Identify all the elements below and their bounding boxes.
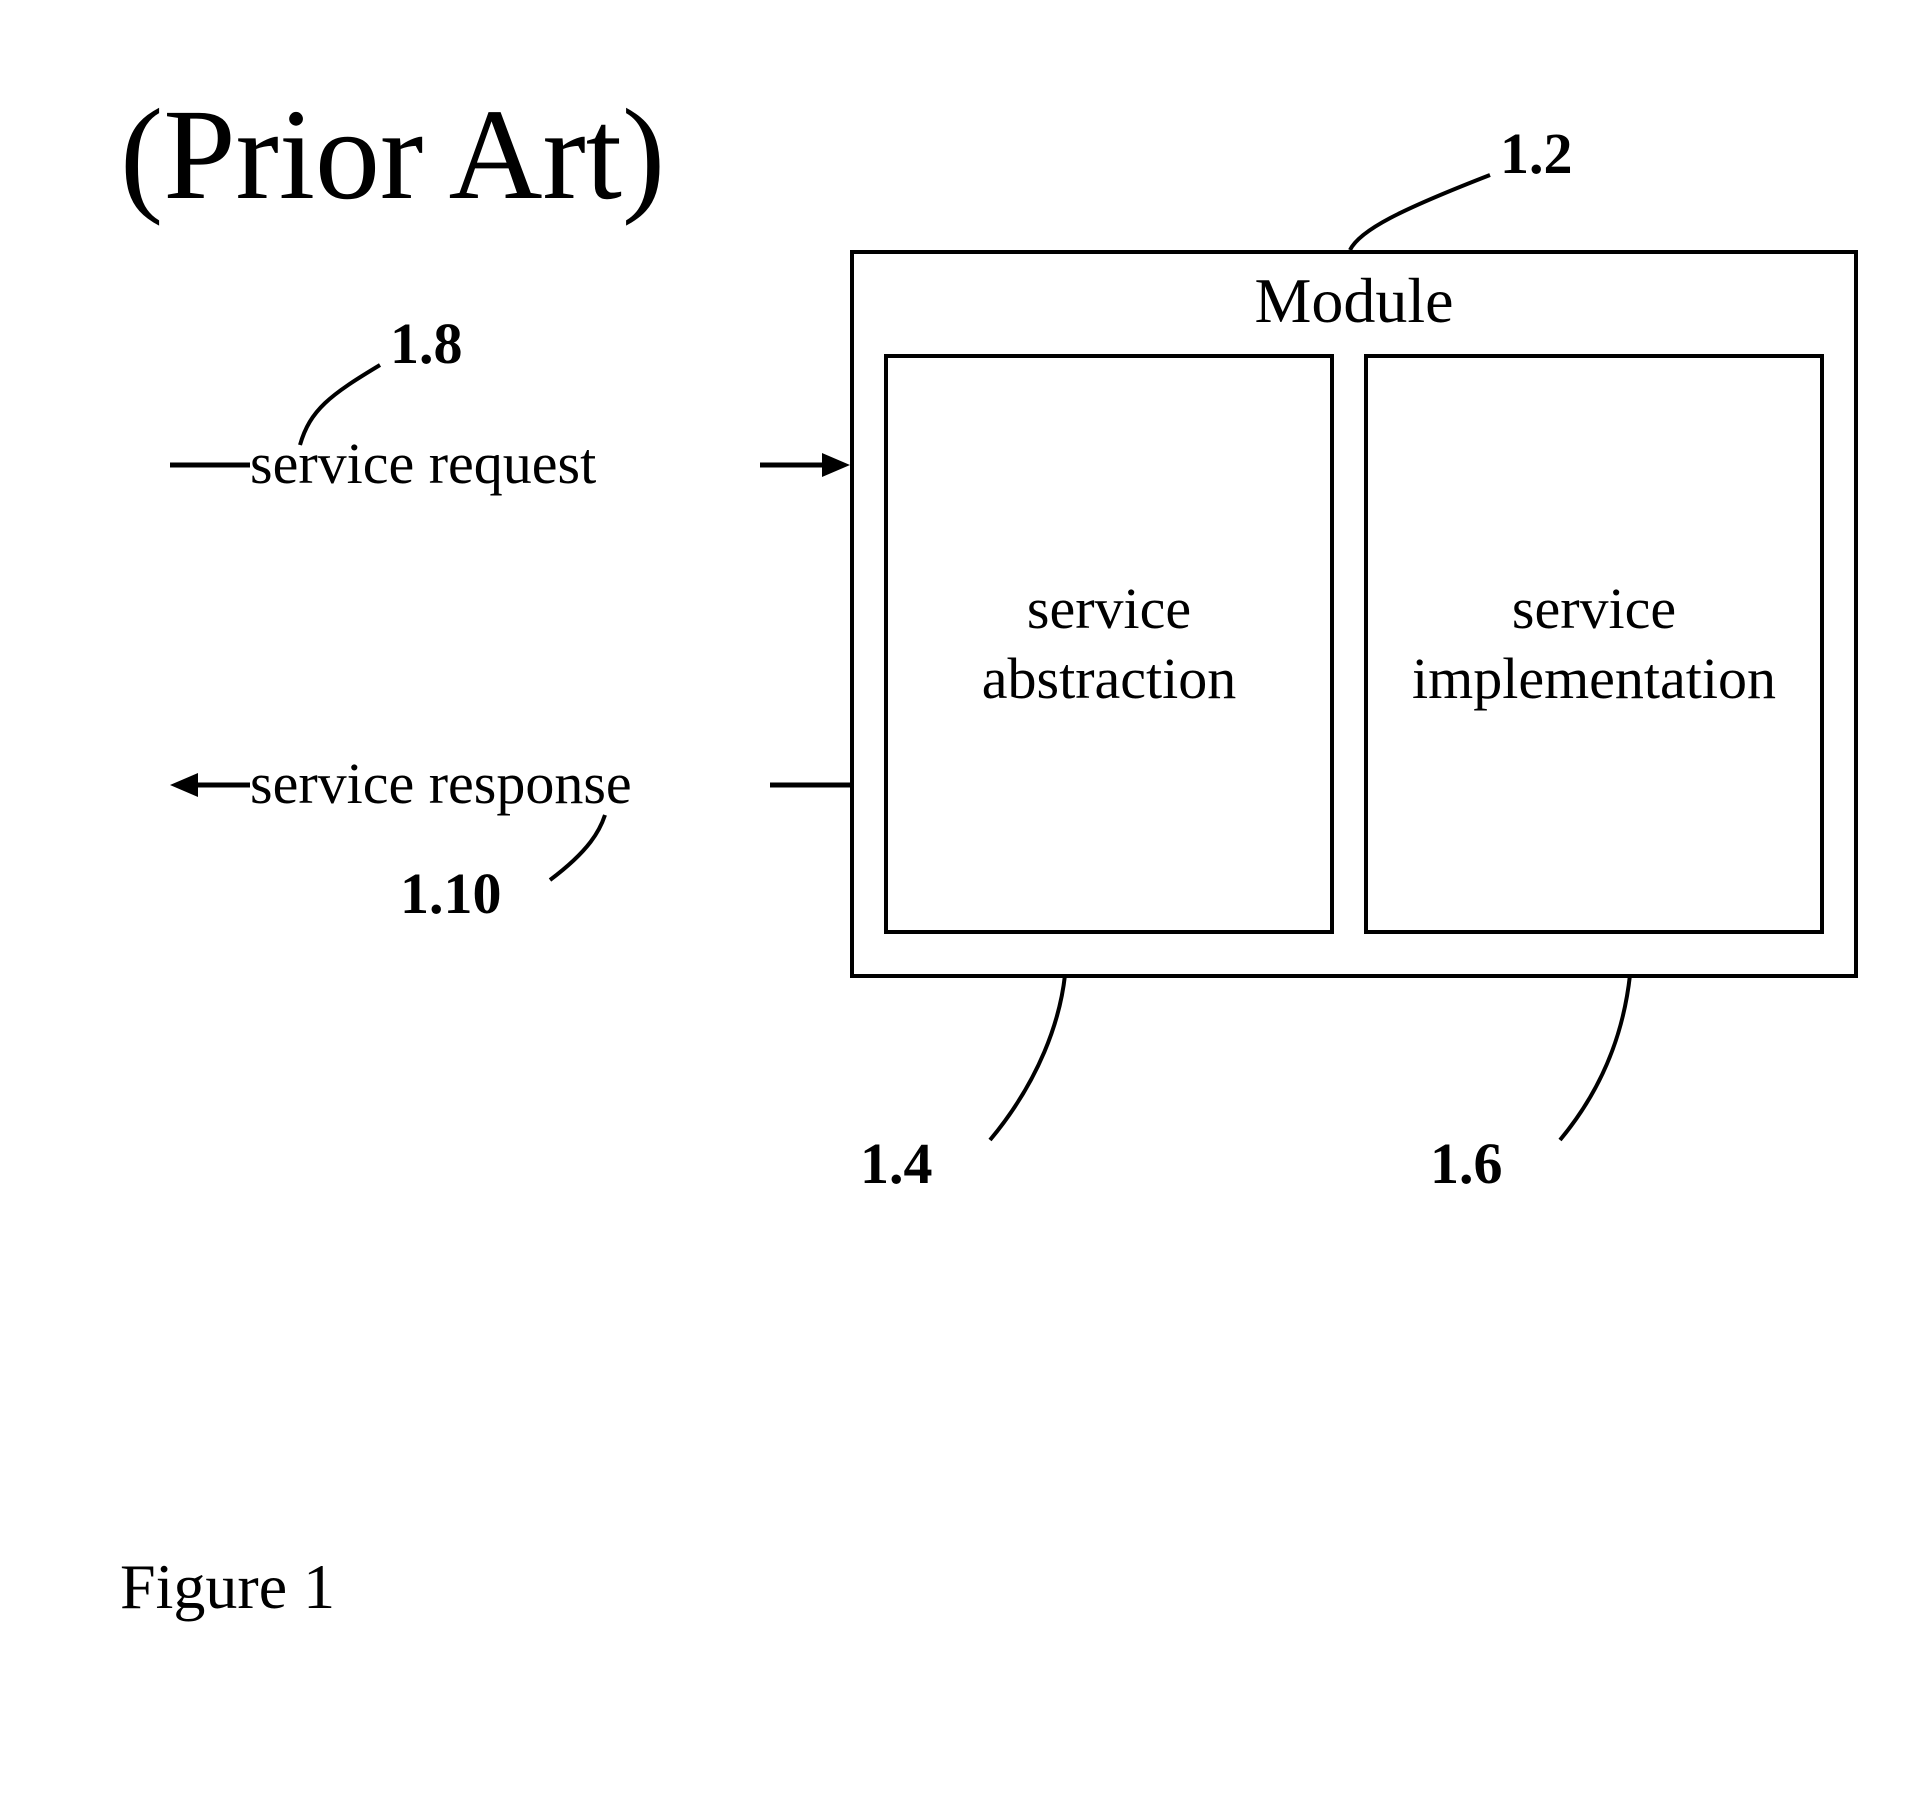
service-implementation-box: serviceimplementation xyxy=(1364,354,1824,934)
module-box: Module serviceabstraction serviceimpleme… xyxy=(850,250,1858,978)
ref-1-8: 1.8 xyxy=(390,310,463,377)
prior-art-heading: (Prior Art) xyxy=(120,80,665,230)
service-response-label: service response xyxy=(250,750,632,817)
leader-1-6 xyxy=(1560,975,1630,1140)
ref-1-10: 1.10 xyxy=(400,860,502,927)
figure-caption: Figure 1 xyxy=(120,1550,335,1624)
leader-1-2 xyxy=(1350,175,1490,250)
leader-1-10 xyxy=(550,815,605,880)
service-implementation-text: serviceimplementation xyxy=(1412,576,1776,711)
module-title: Module xyxy=(854,264,1854,338)
service-implementation-label: serviceimplementation xyxy=(1412,574,1776,713)
leader-1-4 xyxy=(990,975,1065,1140)
request-arrowhead-icon xyxy=(822,453,850,477)
service-abstraction-label: serviceabstraction xyxy=(982,574,1236,713)
diagram-canvas: (Prior Art) Module serviceabstraction se… xyxy=(0,0,1918,1818)
service-abstraction-text: serviceabstraction xyxy=(982,576,1236,711)
service-abstraction-box: serviceabstraction xyxy=(884,354,1334,934)
service-request-label: service request xyxy=(250,430,596,497)
ref-1-6: 1.6 xyxy=(1430,1130,1503,1197)
ref-1-4: 1.4 xyxy=(860,1130,933,1197)
ref-1-2: 1.2 xyxy=(1500,120,1573,187)
response-arrowhead-icon xyxy=(170,773,198,797)
